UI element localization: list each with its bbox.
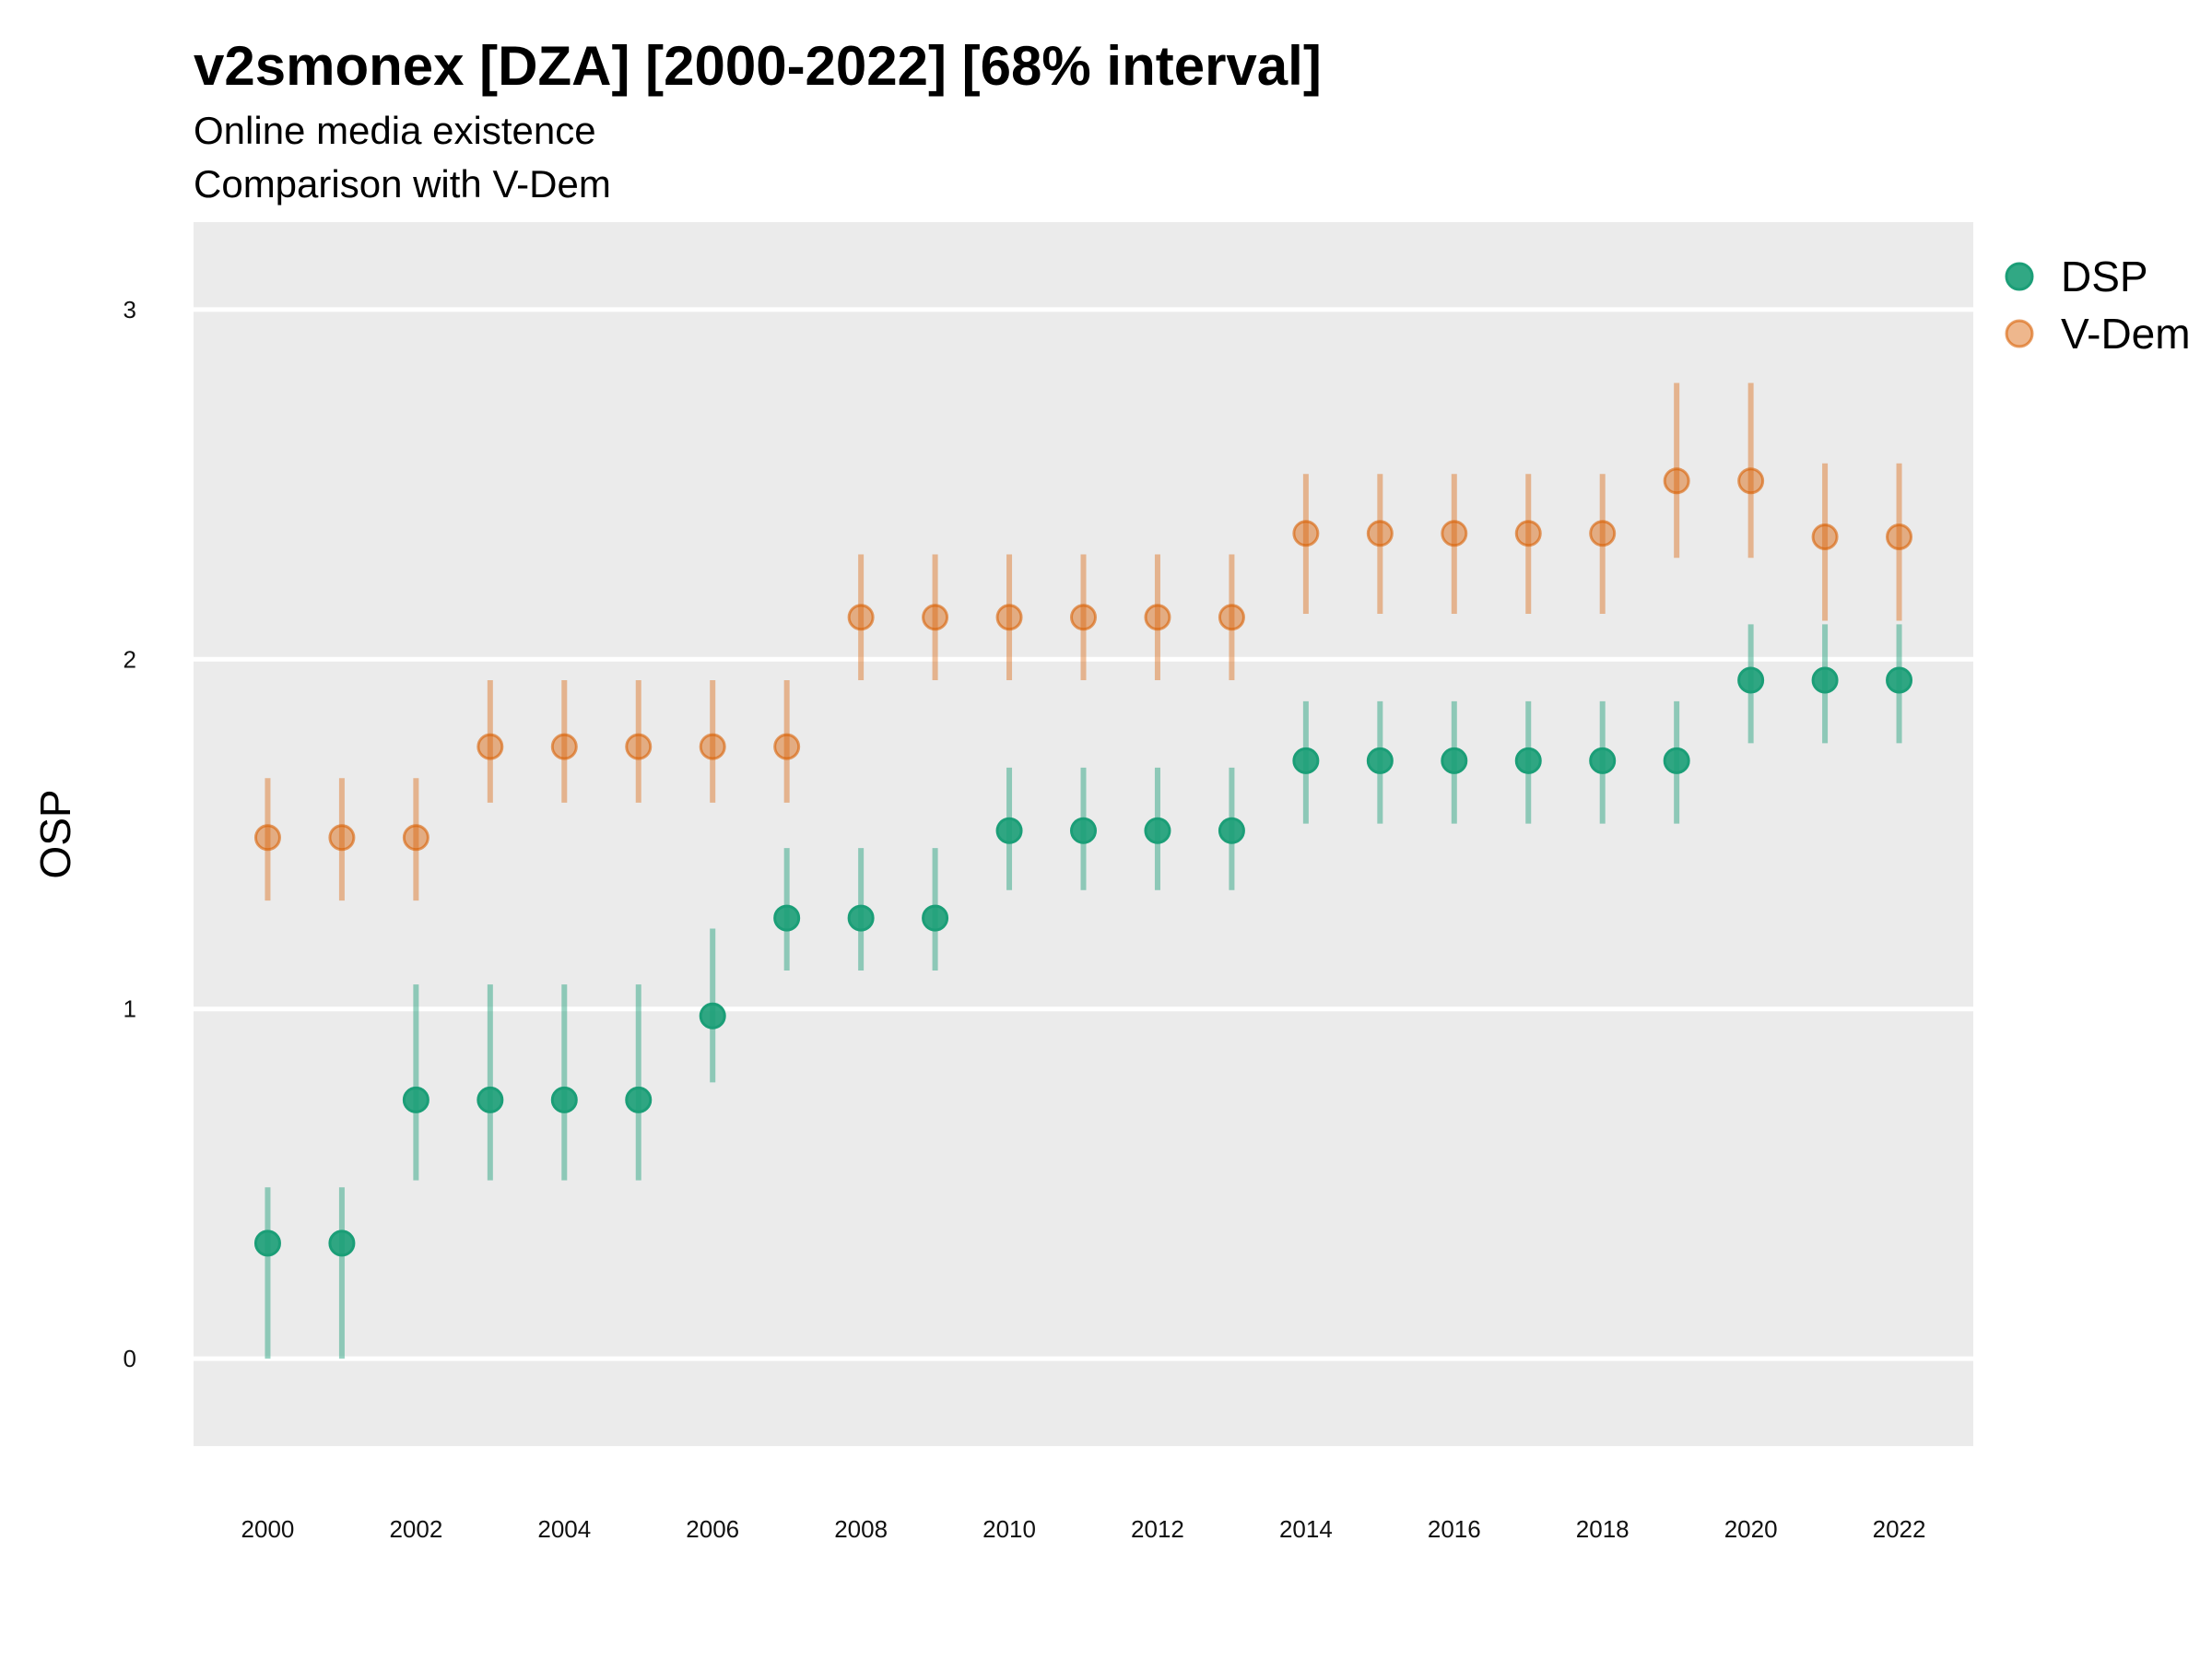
data-point: [402, 824, 429, 852]
x-tick-label: 2020: [1724, 1515, 1778, 1543]
series-layer: [253, 382, 1913, 1359]
data-point: [477, 1086, 504, 1113]
x-tick-label: 2008: [834, 1515, 888, 1543]
x-tick-label: 2012: [1131, 1515, 1184, 1543]
y-tick-label: 1: [124, 995, 136, 1023]
data-point: [1886, 523, 1913, 550]
data-point: [1737, 467, 1765, 495]
data-point: [995, 817, 1023, 844]
data-point: [402, 1086, 429, 1113]
x-tick-label: 2018: [1576, 1515, 1630, 1543]
data-point: [1589, 747, 1617, 774]
data-point: [1514, 520, 1542, 547]
data-point: [625, 1086, 653, 1113]
chart-subtitle: Online media existence: [194, 109, 596, 152]
gridlines: [194, 307, 1973, 1361]
y-axis-label: OSP: [31, 789, 79, 878]
data-point: [1589, 520, 1617, 547]
data-point: [1144, 604, 1171, 631]
legend-item: V-Dem: [2005, 310, 2191, 358]
data-point: [1514, 747, 1542, 774]
data-point: [699, 1002, 726, 1030]
data-point: [773, 733, 801, 760]
x-tick-label: 2010: [982, 1515, 1036, 1543]
data-point: [253, 824, 281, 852]
data-point: [328, 824, 356, 852]
data-point: [253, 1230, 281, 1257]
legend-label: DSP: [2061, 253, 2148, 300]
data-point: [550, 1086, 578, 1113]
data-point: [477, 733, 504, 760]
x-tick-label: 2004: [537, 1515, 591, 1543]
data-point: [1811, 666, 1839, 694]
data-point: [1366, 520, 1394, 547]
legend: DSP V-Dem: [2005, 253, 2191, 358]
data-point: [922, 904, 949, 932]
data-point: [847, 604, 875, 631]
data-point: [1737, 666, 1765, 694]
x-tick-label: 2014: [1279, 1515, 1333, 1543]
series-v-dem: [253, 382, 1913, 901]
data-point: [1366, 747, 1394, 774]
data-point: [1144, 817, 1171, 844]
y-tick-label: 3: [124, 296, 136, 324]
data-point: [1663, 747, 1690, 774]
data-point: [1811, 523, 1839, 550]
legend-label: V-Dem: [2061, 310, 2191, 358]
x-tick-label: 2006: [686, 1515, 739, 1543]
data-point: [1218, 817, 1245, 844]
legend-swatch: [2005, 262, 2034, 291]
data-point: [1218, 604, 1245, 631]
data-point: [550, 733, 578, 760]
x-tick-label: 2002: [389, 1515, 442, 1543]
data-point: [328, 1230, 356, 1257]
data-point: [1292, 520, 1320, 547]
data-point: [847, 904, 875, 932]
data-point: [1070, 817, 1097, 844]
data-point: [1292, 747, 1320, 774]
data-point: [1886, 666, 1913, 694]
chart-subtitle-secondary: Comparison with V-Dem: [194, 162, 611, 206]
data-point: [625, 733, 653, 760]
x-axis-ticks: 2000 2002 2004 2006 2008 2010 2012 2014 2016 2018…: [241, 1515, 1926, 1543]
legend-swatch: [2005, 319, 2034, 348]
series-dsp: [253, 624, 1913, 1359]
data-point: [1441, 747, 1468, 774]
x-tick-label: 2016: [1428, 1515, 1481, 1543]
data-point: [699, 733, 726, 760]
x-tick-label: 2000: [241, 1515, 295, 1543]
data-point: [1441, 520, 1468, 547]
data-point: [995, 604, 1023, 631]
data-point: [773, 904, 801, 932]
y-tick-label: 2: [124, 645, 136, 673]
y-axis-ticks: 0 1 2 3: [124, 296, 136, 1372]
data-point: [1070, 604, 1097, 631]
data-point: [922, 604, 949, 631]
legend-item: DSP: [2005, 253, 2148, 300]
data-point: [1663, 467, 1690, 495]
chart-title: v2smonex [DZA] [2000-2022] [68% interval…: [194, 35, 1322, 97]
y-tick-label: 0: [124, 1345, 136, 1372]
x-tick-label: 2022: [1873, 1515, 1926, 1543]
